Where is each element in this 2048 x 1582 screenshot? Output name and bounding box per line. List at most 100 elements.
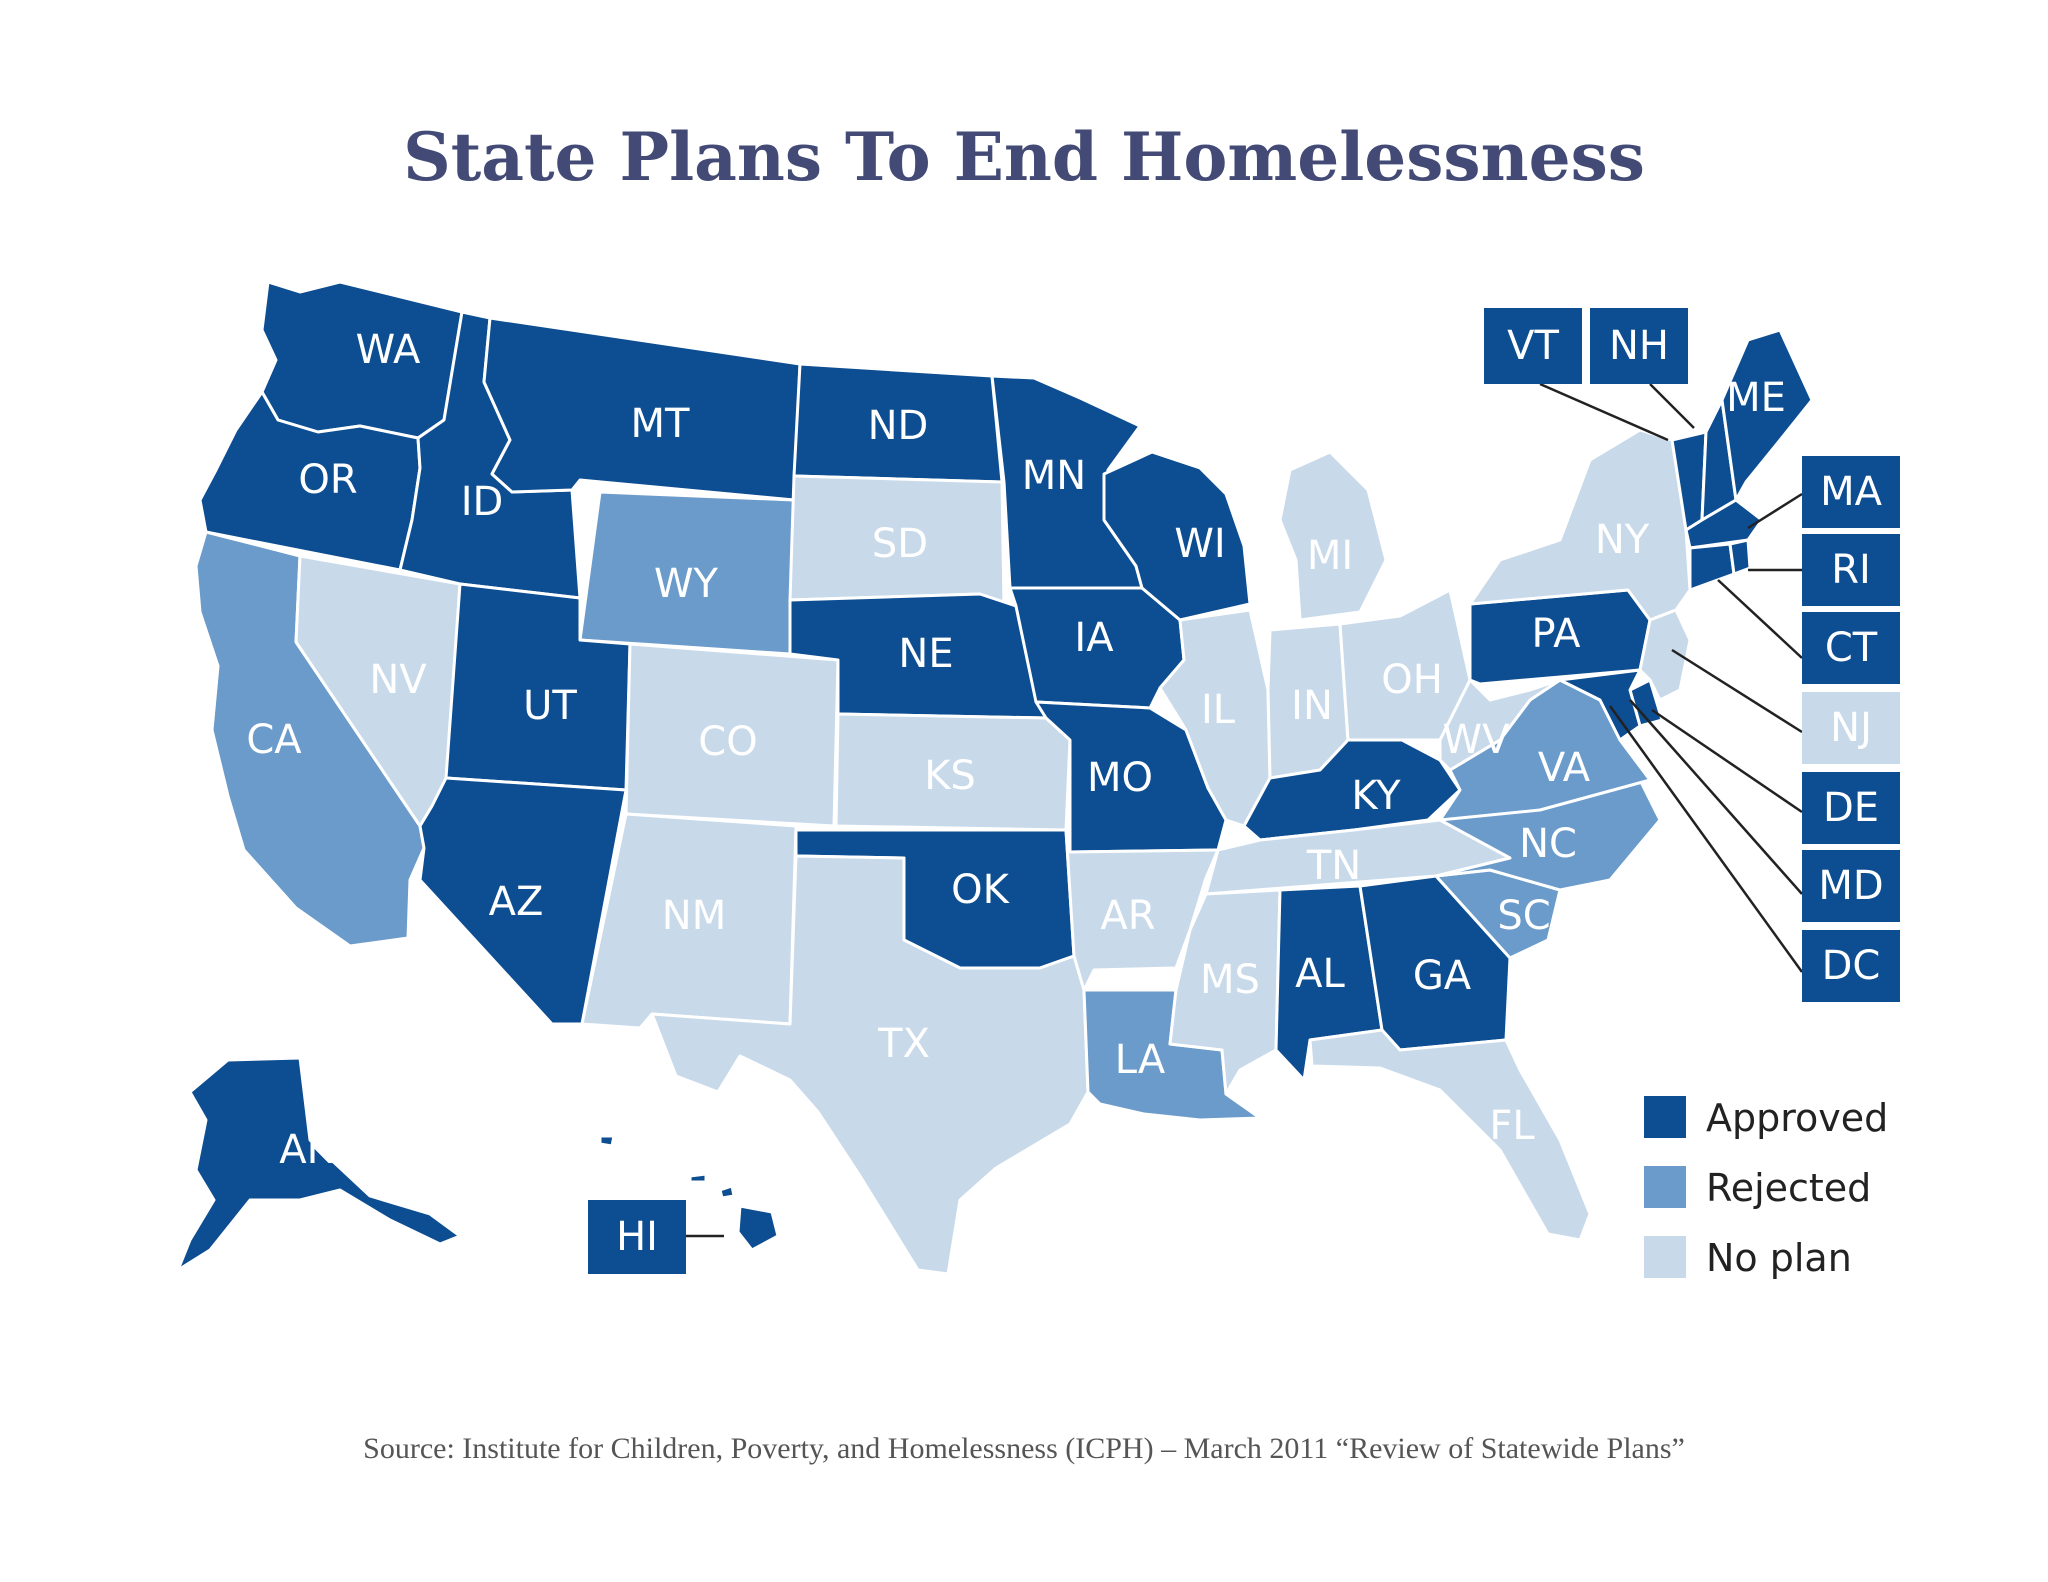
callouts: VT NH MA RI CT NJ DE MD DC HI [588,308,1900,1274]
legend-swatch-no-plan [1644,1236,1686,1278]
callout-label-de: DE [1823,785,1879,831]
state-label-fl: FL [1489,1103,1535,1149]
state-label-ms: MS [1200,957,1260,1003]
callout-box-md [1802,850,1900,922]
state-label-in: IN [1291,683,1333,729]
states-layer [176,280,1814,1276]
state-wi [1102,450,1252,622]
legend-swatch-approved [1644,1096,1686,1138]
state-label-va: VA [1538,745,1591,791]
state-label-nc: NC [1519,821,1577,867]
state-label-nm: NM [662,893,726,939]
state-nc [1434,778,1662,892]
state-nj [1638,608,1692,702]
callout-box-nh [1590,308,1688,384]
state-label-sc: SC [1497,893,1550,939]
state-label-co: CO [698,719,757,765]
state-label-al: AL [1295,951,1345,997]
leader-line-dc [1608,705,1804,973]
state-md [1558,668,1642,742]
state-label-wy: WY [654,561,719,607]
state-az [418,776,628,1026]
state-ny [1468,428,1692,622]
state-label-ok: OK [951,867,1010,913]
state-mi [1278,450,1388,622]
state-label-ga: GA [1413,953,1472,999]
state-label-wv: WV [1443,717,1511,763]
callout-box-dc [1802,930,1900,1002]
leader-line-ma [1747,492,1803,530]
state-label-tx: TX [877,1021,930,1067]
callout-box-vt [1484,308,1582,384]
state-label-ar: AR [1100,893,1155,939]
callout-box-hi [588,1200,686,1274]
callout-label-nj: NJ [1830,705,1872,751]
state-label-ak: AK [279,1127,334,1173]
state-ks [834,712,1072,832]
state-label-ut: UT [523,683,577,729]
state-label-tn: TN [1306,843,1361,889]
state-label-ks: KS [924,753,976,799]
state-label-wi: WI [1174,521,1225,567]
callout-label-dc: DC [1822,943,1881,989]
state-ar [1064,828,1220,992]
state-label-oh: OH [1381,657,1443,703]
state-label-la: LA [1115,1037,1166,1083]
state-label-il: IL [1201,687,1236,733]
leader-line-vt [1539,382,1669,442]
callout-label-ri: RI [1831,547,1871,593]
map-title: State Plans To End Homelessness [403,118,1645,196]
state-tx [650,854,1090,1276]
state-labels: WA OR ID MT ND MN WI MI SD WY NV UT CA CO NE IA IL IN OH PA… [246,327,1786,1173]
state-label-mi: MI [1307,533,1353,579]
callout-box-ct [1802,612,1900,684]
callout-label-vt: VT [1507,323,1559,369]
leader-line-nj [1671,648,1803,734]
legend-swatch-rejected [1644,1166,1686,1208]
legend-label-no-plan: No plan [1706,1236,1852,1280]
leader-line-ct [1717,579,1803,659]
state-hi [598,1134,780,1252]
state-label-mt: MT [631,401,691,447]
state-label-nd: ND [868,403,929,449]
callout-box-ma [1802,456,1900,528]
legend: Approved Rejected No plan [1644,1096,1888,1280]
state-co [624,642,840,828]
legend-label-approved: Approved [1706,1096,1888,1140]
state-label-wa: WA [356,327,421,373]
state-ri [1728,538,1752,576]
callout-box-de [1802,772,1900,844]
callout-label-ma: MA [1820,469,1883,515]
state-label-me: ME [1726,375,1786,421]
callout-label-nh: NH [1609,323,1669,369]
state-label-az: AZ [489,879,544,925]
state-label-ca: CA [246,717,302,763]
state-ct [1688,542,1736,592]
state-label-sd: SD [872,521,928,567]
state-label-ia: IA [1074,615,1114,661]
state-il [1158,608,1272,828]
state-wv [1438,678,1562,772]
callout-box-nj [1802,692,1900,764]
callout-box-ri [1802,534,1900,606]
state-label-pa: PA [1532,611,1582,657]
leader-line-md [1629,699,1803,895]
state-ak [176,1056,462,1272]
leader-line-nh [1649,383,1695,429]
state-me [1720,328,1814,502]
state-label-or: OR [298,457,357,503]
state-label-mn: MN [1022,453,1086,499]
state-fl [1308,1028,1592,1242]
state-label-ky: KY [1351,773,1401,819]
state-mo [1034,700,1228,854]
callout-label-ct: CT [1825,625,1878,671]
legend-label-rejected: Rejected [1706,1166,1871,1210]
state-label-ne: NE [898,631,953,677]
leader-line-de [1651,708,1803,814]
callout-label-md: MD [1818,863,1883,909]
callout-label-hi: HI [616,1214,658,1260]
state-label-id: ID [461,479,504,525]
state-label-ny: NY [1595,517,1650,563]
